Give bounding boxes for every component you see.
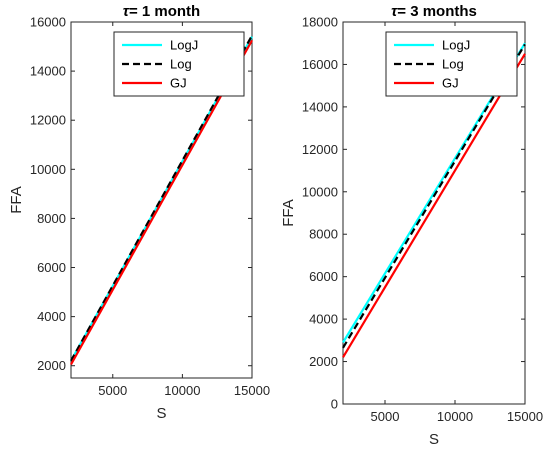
y-tick-label: 16000 bbox=[302, 57, 338, 72]
x-tick-label: 15000 bbox=[507, 409, 543, 424]
y-tick-label: 0 bbox=[331, 397, 338, 412]
chart-panel-2: 0 2000 4000 6000 8000 10000 12000 14000 16000 180… bbox=[280, 3, 543, 448]
x-tick-label: 10000 bbox=[164, 383, 200, 398]
y-tick-label: 14000 bbox=[302, 99, 338, 114]
legend: LogJ Log GJ bbox=[385, 31, 518, 97]
series-line-log bbox=[342, 43, 526, 349]
x-axis-label: S bbox=[429, 431, 439, 448]
x-tick-label: 15000 bbox=[234, 383, 270, 398]
y-tick-label: 18000 bbox=[302, 15, 338, 30]
legend: LogJ Log GJ bbox=[113, 31, 245, 97]
legend-label-logj: LogJ bbox=[442, 38, 470, 53]
legend-label-gj: GJ bbox=[442, 76, 459, 91]
chart-panel-1: 2000 4000 6000 8000 10000 12000 14000 16000 5000… bbox=[8, 3, 270, 422]
y-tick-label: 2000 bbox=[37, 358, 66, 373]
chart-title: τ= 3 months bbox=[391, 3, 477, 20]
chart-title: τ= 1 month bbox=[123, 3, 200, 20]
legend-label-gj: GJ bbox=[170, 76, 187, 91]
x-axis-label: S bbox=[156, 405, 166, 422]
y-tick-label: 16000 bbox=[30, 15, 66, 30]
x-tick-label: 5000 bbox=[371, 409, 400, 424]
y-tick-label: 6000 bbox=[309, 269, 338, 284]
legend-label-log: Log bbox=[442, 57, 464, 72]
y-tick-label: 8000 bbox=[37, 211, 66, 226]
y-axis-label: FFA bbox=[8, 186, 25, 214]
y-tick-label: 6000 bbox=[37, 260, 66, 275]
y-tick-label: 10000 bbox=[30, 162, 66, 177]
y-tick-label: 10000 bbox=[302, 184, 338, 199]
x-tick-label: 5000 bbox=[98, 383, 127, 398]
series-line-gj bbox=[342, 53, 526, 358]
y-tick-label: 8000 bbox=[309, 227, 338, 242]
legend-label-log: Log bbox=[170, 57, 192, 72]
y-tick-label: 4000 bbox=[309, 312, 338, 327]
y-tick-label: 12000 bbox=[30, 113, 66, 128]
y-tick-label: 12000 bbox=[302, 142, 338, 157]
y-tick-label: 2000 bbox=[309, 354, 338, 369]
y-tick-label: 4000 bbox=[37, 309, 66, 324]
y-axis-label: FFA bbox=[280, 199, 297, 227]
x-tick-label: 10000 bbox=[437, 409, 473, 424]
legend-label-logj: LogJ bbox=[170, 38, 198, 53]
y-tick-label: 14000 bbox=[30, 64, 66, 79]
